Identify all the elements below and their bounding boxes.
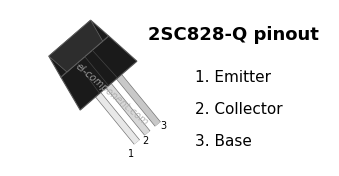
Text: 3: 3 [161, 121, 167, 131]
Polygon shape [49, 20, 103, 72]
Polygon shape [49, 20, 108, 77]
Text: 1. Emitter: 1. Emitter [195, 71, 271, 86]
Text: el-component.com: el-component.com [74, 62, 150, 128]
Polygon shape [61, 36, 137, 110]
Text: 2SC828-Q pinout: 2SC828-Q pinout [148, 26, 319, 44]
Text: 3. Base: 3. Base [195, 134, 252, 149]
Text: 2: 2 [142, 136, 148, 146]
Text: 2. Collector: 2. Collector [195, 102, 282, 118]
Text: 1: 1 [128, 149, 134, 159]
